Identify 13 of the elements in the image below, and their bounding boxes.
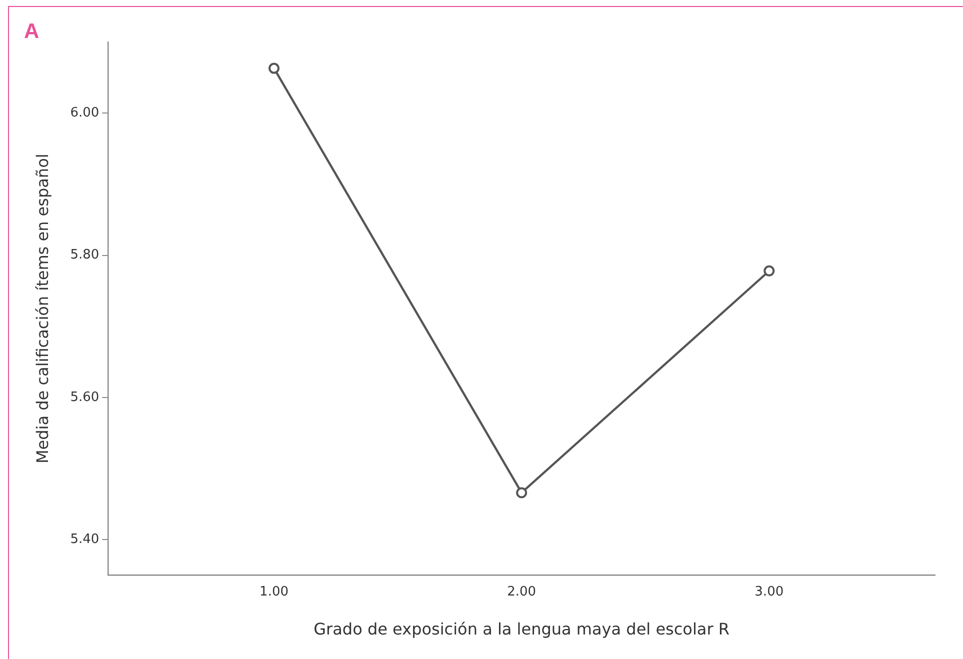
y-axis-title: Media de calificación ítems en español [32, 154, 52, 464]
text: A [24, 20, 40, 44]
y-tick-label: 5.80 [70, 248, 100, 263]
y-tick-label: 6.00 [70, 105, 100, 120]
x-tick-label: 2.00 [507, 584, 536, 600]
y-tick-label: 5.60 [70, 390, 100, 405]
x-tick-label: 1.00 [260, 584, 288, 600]
point [268, 62, 280, 74]
point [764, 265, 775, 276]
x-tick-label: 3.00 [754, 584, 784, 600]
point [516, 487, 528, 498]
x-axis-title: Grado de exposición a la lengua maya del escolar R [314, 620, 730, 639]
y-tick-label: 5.40 [70, 532, 100, 548]
